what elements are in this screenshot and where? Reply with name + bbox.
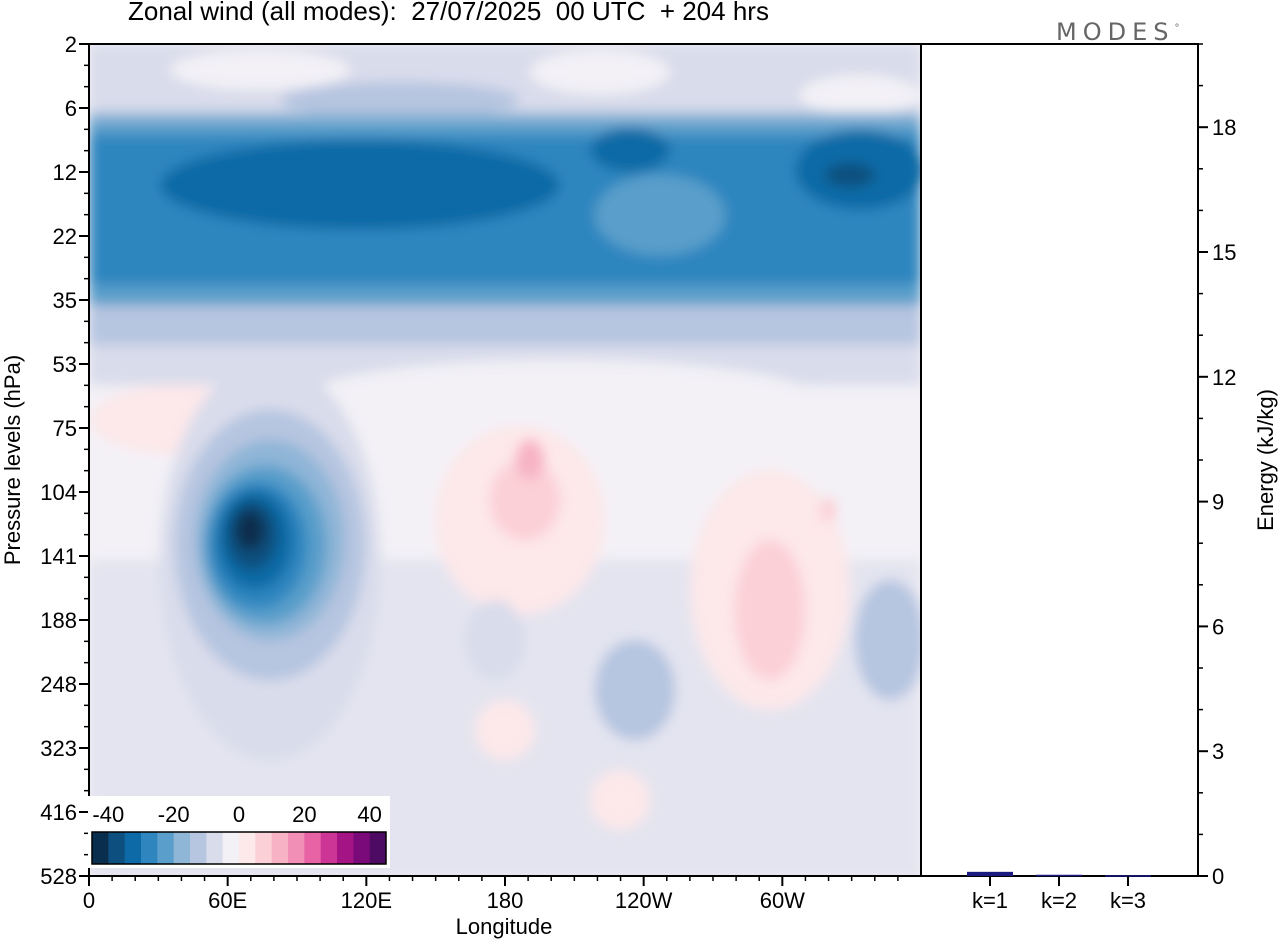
y-tick-label: 528 [40,864,77,889]
x-tick-label: 120E [341,888,392,913]
energy-bar-label: k=1 [972,888,1008,913]
easterly-vortex [175,410,365,680]
energy-tick-label: 9 [1212,490,1224,515]
colorbar-swatch [108,832,126,864]
energy-bar-label: k=3 [1110,888,1146,913]
x-tick-label: 60W [760,888,805,913]
y-tick-label: 323 [40,736,77,761]
colorbar-tick-label: 20 [292,802,316,827]
colorbar-swatch [304,832,322,864]
energy-bar [1036,874,1082,877]
colorbar-swatch [92,832,109,864]
westerly-maxima [490,440,836,680]
energy-tick-label: 6 [1212,614,1224,639]
colorbar-swatch [255,832,273,864]
energy-panel: 0 3 6 9 12 15 18 k=1 k=2 k=3 Energy (kJ/kg) [920,43,1278,913]
colorbar-swatch [271,832,289,864]
colorbar-tick-label: -40 [92,802,124,827]
x-axis-label: Longitude [456,914,553,939]
y-tick-label: 141 [40,544,77,569]
colorbar: -40 -20 0 20 40 [88,796,390,868]
energy-bars: k=1 k=2 k=3 [967,871,1151,913]
colorbar-swatch [141,832,158,864]
y-tick-label: 104 [40,480,77,505]
colorbar-swatch [173,832,191,864]
colorbar-swatch [190,832,207,864]
energy-tick-label: 0 [1212,864,1224,889]
y-tick-label: 35 [53,288,77,313]
x-tick-label: 120W [615,888,673,913]
y-tick-label: 22 [53,224,77,249]
y-tick-label: 53 [53,352,77,377]
energy-bar-label: k=2 [1041,888,1077,913]
y-tick-label: 416 [40,800,77,825]
y-tick-label: 12 [53,160,77,185]
colorbar-swatch [369,832,387,864]
energy-axis-label: Energy (kJ/kg) [1253,389,1278,531]
y-tick-label: 248 [40,672,77,697]
colorbar-swatch [157,832,175,864]
energy-tick-label: 12 [1212,365,1236,390]
colorbar-swatch [288,832,305,864]
energy-tick-label: 15 [1212,240,1236,265]
colorbar-swatch [124,832,142,864]
energy-tick-label: 18 [1212,115,1236,140]
colorbar-tick-label: 40 [357,802,381,827]
energy-tick-label: 3 [1212,739,1224,764]
heatmap-panel: 0 60E 120E 180 120W 60W 2 6 12 22 35 53 75 104 141 188… [0,32,922,939]
y-axis: 2 6 12 22 35 53 75 104 141 188 248 323 416 528 [40,32,89,889]
colorbar-swatch [337,832,354,864]
energy-bar [967,871,1013,876]
colorbar-swatch [239,832,256,864]
energy-bar [1105,875,1151,877]
heatmap-field [89,44,921,876]
y-tick-label: 75 [53,416,77,441]
y-tick-label: 2 [65,32,77,57]
colorbar-frame [91,831,387,865]
colorbar-swatch [320,832,338,864]
energy-frame [920,43,1199,877]
x-tick-label: 0 [83,888,95,913]
modes-logo: MODES° [1056,18,1180,46]
colorbar-swatch [206,832,224,864]
colorbar-swatch [222,832,240,864]
energy-y-axis: 0 3 6 9 12 15 18 [1198,43,1236,889]
y-tick-label: 188 [40,608,77,633]
x-tick-label: 180 [487,888,524,913]
colorbar-tick-label: -20 [158,802,190,827]
chart-title: Zonal wind (all modes): 27/07/2025 00 UT… [128,0,769,26]
y-tick-label: 6 [65,96,77,121]
x-tick-label: 60E [208,888,247,913]
x-axis: 0 60E 120E 180 120W 60W [83,876,899,913]
y-axis-label: Pressure levels (hPa) [0,355,25,565]
colorbar-swatch [353,832,371,864]
field-contours [89,44,921,876]
colorbar-tick-label: 0 [233,802,245,827]
